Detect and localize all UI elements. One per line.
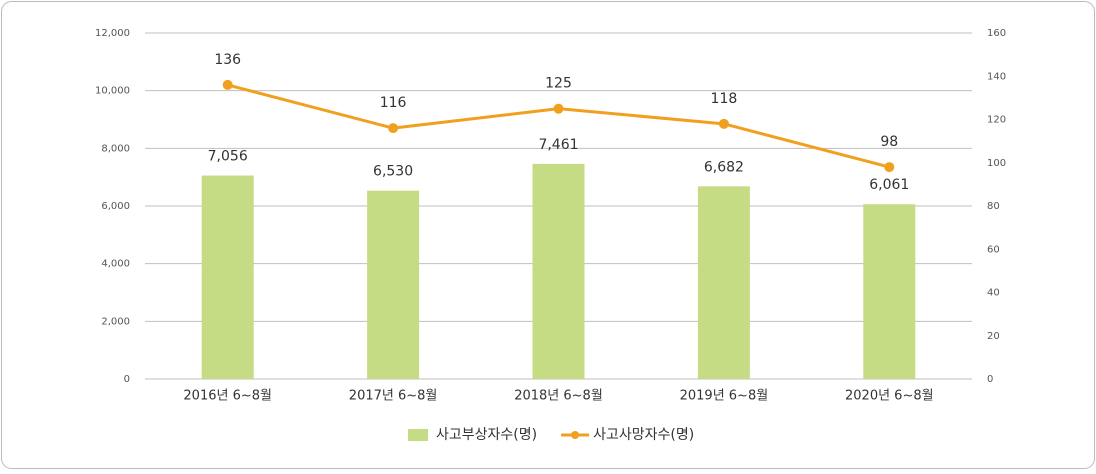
data-label: 7,461 bbox=[538, 137, 578, 153]
y2-tick-label: 20 bbox=[987, 331, 1000, 342]
x-tick-label: 2018년 6~8월 bbox=[514, 389, 603, 404]
y2-tick-label: 40 bbox=[987, 288, 1000, 299]
data-label: 6,530 bbox=[373, 164, 413, 180]
y2-tick-label: 60 bbox=[987, 244, 1000, 255]
line-point bbox=[222, 79, 233, 90]
bar bbox=[863, 204, 916, 379]
bar bbox=[201, 175, 254, 379]
y-tick-label: 2,000 bbox=[101, 316, 130, 327]
line-point bbox=[718, 118, 729, 129]
bar bbox=[367, 190, 420, 379]
line-point bbox=[388, 123, 399, 134]
x-tick-label: 2016년 6~8월 bbox=[183, 389, 272, 404]
data-label: 136 bbox=[214, 52, 241, 68]
legend-swatch bbox=[571, 431, 580, 439]
data-label: 125 bbox=[545, 76, 572, 92]
y-tick-label: 4,000 bbox=[101, 259, 130, 270]
data-label: 98 bbox=[880, 134, 898, 150]
y-tick-label: 6,000 bbox=[101, 201, 130, 212]
y2-tick-label: 160 bbox=[987, 28, 1006, 39]
legend-label: 사고부상자수(명) bbox=[436, 427, 537, 443]
bar bbox=[532, 163, 585, 379]
legend-swatch bbox=[408, 429, 428, 441]
data-label: 7,056 bbox=[208, 149, 248, 165]
line-point bbox=[884, 162, 895, 173]
y-tick-label: 8,000 bbox=[101, 143, 130, 154]
y2-tick-label: 120 bbox=[987, 115, 1006, 126]
line-point bbox=[553, 103, 564, 114]
y2-tick-label: 80 bbox=[987, 201, 1000, 212]
bar bbox=[697, 186, 750, 379]
y-tick-label: 0 bbox=[124, 374, 130, 385]
data-label: 6,061 bbox=[869, 177, 909, 193]
data-label: 116 bbox=[380, 95, 407, 111]
y-tick-label: 10,000 bbox=[95, 86, 130, 97]
data-label: 118 bbox=[711, 91, 738, 107]
x-tick-label: 2019년 6~8월 bbox=[680, 389, 769, 404]
x-tick-label: 2020년 6~8월 bbox=[845, 389, 934, 404]
x-tick-label: 2017년 6~8월 bbox=[349, 389, 438, 404]
y-tick-label: 12,000 bbox=[95, 28, 130, 39]
legend-label: 사고사망자수(명) bbox=[593, 427, 694, 443]
y2-tick-label: 140 bbox=[987, 71, 1006, 82]
data-label: 6,682 bbox=[704, 159, 744, 175]
y2-tick-label: 0 bbox=[987, 374, 993, 385]
y2-tick-label: 100 bbox=[987, 158, 1006, 169]
